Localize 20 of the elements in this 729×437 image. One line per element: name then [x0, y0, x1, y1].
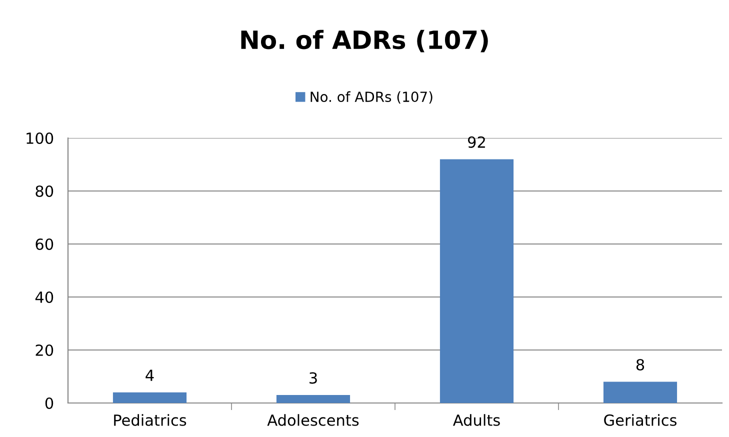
data-label: 8 — [636, 358, 644, 371]
y-tick-label: 40 — [35, 291, 54, 304]
bar — [276, 395, 350, 403]
x-tick-label: Adults — [452, 414, 500, 426]
y-tick-label: 60 — [36, 238, 54, 250]
bar — [112, 392, 187, 403]
y-tick-label: 100 — [26, 132, 54, 144]
y-tick-label: 0 — [45, 397, 54, 410]
x-tick-label: Adolescents — [267, 414, 359, 426]
chart-title: No. of ADRs (107) — [241, 30, 488, 52]
bar — [603, 382, 678, 403]
data-label: 92 — [468, 136, 485, 148]
data-label: 4 — [146, 370, 154, 381]
data-label: 3 — [310, 372, 317, 384]
y-tick-label: 80 — [36, 185, 54, 198]
legend-label: No. of ADRs (107) — [310, 91, 432, 104]
x-tick-label: Pediatrics — [114, 414, 186, 426]
bar — [440, 159, 514, 403]
y-tick-label: 20 — [36, 344, 54, 356]
x-tick-label: Geriatrics — [604, 414, 677, 426]
